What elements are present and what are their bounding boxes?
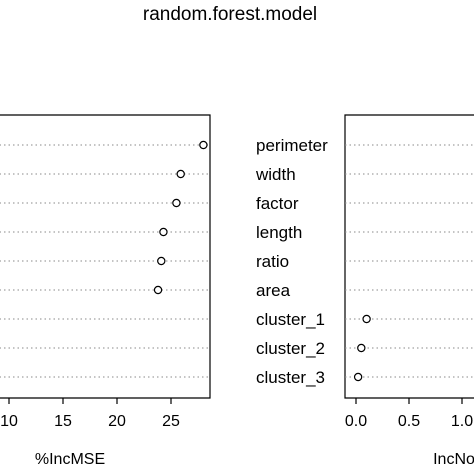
left-point-ratio [157, 256, 166, 266]
chart-title: random.forest.model [143, 4, 317, 25]
left-point-area [153, 285, 163, 295]
left-point-width [176, 169, 185, 179]
left-point-factor [172, 198, 181, 208]
category-label-width: width [255, 165, 296, 184]
right-point-cluster_1 [362, 314, 371, 324]
right-plot-frame [344, 114, 474, 399]
left-point-perimeter [199, 140, 208, 150]
left-x-axis-label: %IncMSE [35, 451, 105, 468]
right-point-cluster_3 [353, 372, 363, 382]
left-x-tick-label-25: 25 [162, 413, 180, 430]
category-label-ratio: ratio [256, 252, 289, 271]
right-x-tick-label-0.0: 0.0 [345, 413, 367, 430]
category-labels: perimeter width factor length ratio area clust… [255, 136, 328, 387]
category-label-cluster_3: cluster_3 [256, 368, 325, 387]
category-label-cluster_2: cluster_2 [256, 339, 325, 358]
category-label-factor: factor [256, 194, 299, 213]
right-panel: 0.0 0.5 1.0 IncNo [344, 114, 474, 468]
category-label-cluster_1: cluster_1 [256, 310, 325, 329]
right-x-tick-label-1.0: 1.0 [451, 413, 473, 430]
left-x-tick-label-15: 15 [54, 413, 72, 430]
left-panel: 10 15 20 25 %IncMSE [0, 114, 211, 468]
left-point-length [159, 227, 168, 237]
category-label-area: area [256, 281, 291, 300]
left-x-tick-label-10: 10 [0, 413, 18, 430]
right-point-cluster_2 [357, 343, 366, 353]
category-label-length: length [256, 223, 302, 242]
left-plot-frame [0, 114, 211, 399]
right-x-tick-label-0.5: 0.5 [398, 413, 420, 430]
category-label-perimeter: perimeter [256, 136, 328, 155]
right-x-axis-label: IncNo [433, 451, 474, 468]
left-x-tick-label-20: 20 [108, 413, 126, 430]
